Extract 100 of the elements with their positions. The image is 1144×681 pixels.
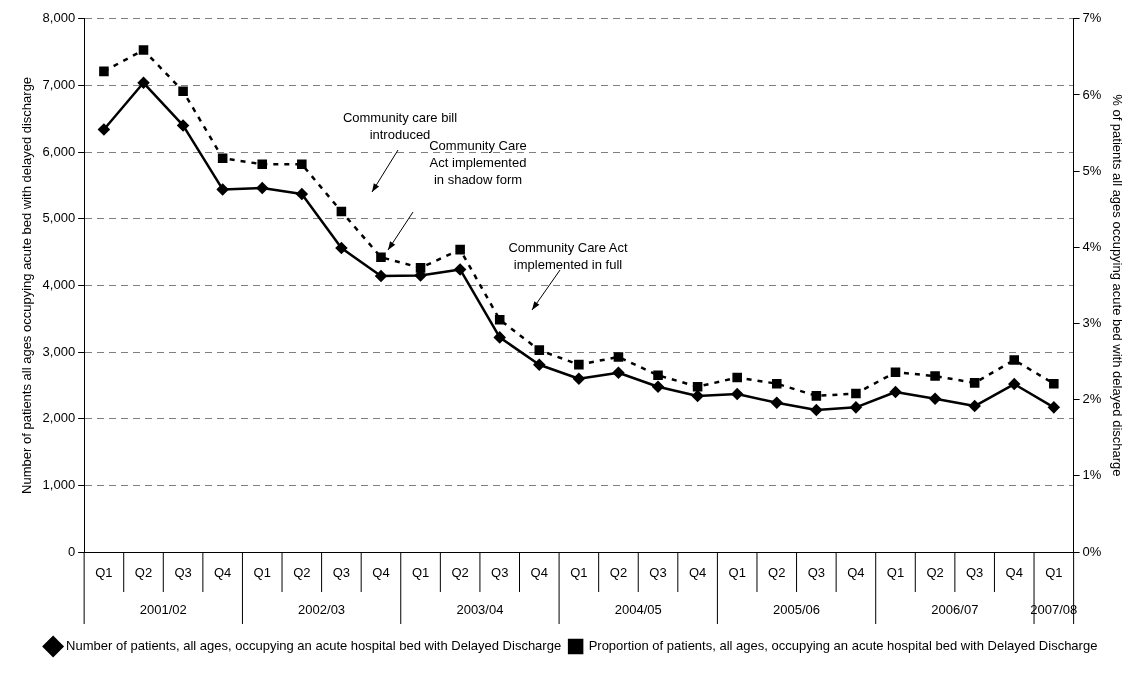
annotation: Community Care Act implemented in full	[508, 239, 628, 272]
point	[691, 390, 704, 402]
x-tick-label: Q1	[728, 565, 746, 581]
point	[652, 380, 664, 393]
y2-tick-label: 2%	[1082, 391, 1102, 407]
x-tick-label: Q1	[886, 565, 905, 581]
point	[137, 77, 150, 89]
point	[1048, 401, 1060, 414]
point	[216, 183, 229, 196]
y2-axis-title: % of patients all ages occupying acute bed with delayed discharge	[1109, 94, 1125, 477]
x-tick-label: Q1	[411, 565, 430, 581]
y-tick-label: 3,000	[42, 343, 76, 359]
point	[692, 381, 703, 392]
point	[613, 352, 624, 362]
point	[177, 119, 189, 132]
x-tick-label: Q1	[570, 565, 588, 581]
y-tick-label: 7,000	[42, 77, 76, 93]
point	[178, 86, 188, 96]
y-tick-label: 5,000	[42, 210, 76, 226]
x-tick-label: Q2	[609, 565, 628, 581]
x-tick-label: Q4	[372, 565, 390, 581]
y-tick-label: 1,000	[42, 476, 76, 492]
point	[1008, 378, 1020, 390]
x-tick-label: Q2	[293, 565, 311, 581]
point	[533, 358, 546, 371]
point	[731, 388, 743, 400]
point	[296, 188, 308, 200]
point	[494, 314, 505, 325]
x-tick-label: Q4	[1005, 565, 1023, 581]
point	[99, 66, 109, 77]
point	[256, 182, 268, 194]
point	[1009, 355, 1020, 365]
x-tick-label: Q3	[649, 565, 667, 581]
x-tick-label: Q3	[491, 565, 509, 581]
point	[493, 331, 506, 344]
y-tick-label: 6,000	[42, 143, 76, 159]
point	[810, 404, 823, 416]
point	[98, 123, 110, 136]
y2-tick-label: 7%	[1082, 10, 1102, 26]
point	[850, 401, 862, 414]
text: 2005/06	[773, 601, 821, 617]
x-tick-label: Q4	[213, 565, 232, 581]
point	[930, 371, 940, 381]
point	[612, 366, 625, 379]
x-tick-label: Q1	[95, 565, 113, 581]
point	[336, 206, 347, 217]
x-tick-label: Q2	[451, 565, 469, 581]
point	[138, 45, 149, 55]
y2-tick-label: 6%	[1082, 86, 1102, 102]
y-tick-label: 2,000	[42, 410, 76, 426]
point	[376, 252, 386, 262]
x-tick-label: Q1	[253, 565, 271, 581]
x-tick-label: Q4	[847, 565, 865, 581]
text: 2001/02	[139, 601, 187, 617]
point	[454, 263, 466, 276]
legend-label: Proportion of patients, all ages, occupying an acute hospital bed with Delayed Discharge	[588, 638, 1098, 654]
y-tick-label: 0	[67, 543, 76, 559]
y2-tick-label: 1%	[1082, 467, 1102, 483]
text: 2003/04	[456, 601, 504, 617]
point	[335, 242, 348, 254]
x-tick-label: Q2	[768, 565, 786, 581]
x-tick-label: Q3	[807, 565, 826, 581]
x-tick-label: Q1	[1045, 565, 1063, 581]
y2-tick-label: 0%	[1082, 543, 1102, 559]
x-tick-label: Q4	[530, 565, 548, 581]
y2-tick-label: 3%	[1082, 315, 1102, 331]
point	[455, 244, 465, 255]
point	[968, 400, 981, 412]
point	[217, 153, 228, 163]
text: 2004/05	[614, 601, 662, 617]
x-tick-label: Q2	[926, 565, 944, 581]
x-tick-label: Q2	[134, 565, 153, 581]
point	[889, 386, 902, 398]
text: 2002/03	[298, 601, 346, 617]
point	[851, 388, 861, 399]
y2-tick-label: 5%	[1082, 162, 1102, 178]
x-tick-label: Q3	[965, 565, 984, 581]
y-axis-title: Number of patients all ages occupying acute bed with delayed discharge	[19, 76, 35, 494]
point	[732, 372, 742, 383]
point	[969, 378, 980, 388]
y-tick-label: 8,000	[42, 10, 76, 26]
y-tick-label: 4,000	[42, 276, 76, 292]
legend-label: Number of patients, all ages, occupying an acute hospital bed with Delayed Discharge	[66, 638, 562, 654]
point	[653, 370, 663, 381]
point	[375, 270, 387, 282]
point	[534, 345, 545, 355]
point	[573, 372, 585, 385]
point	[890, 367, 901, 378]
x-tick-label: Q4	[688, 565, 707, 581]
point	[771, 378, 782, 389]
point	[297, 159, 307, 170]
point	[574, 359, 584, 370]
text: 2006/07	[931, 601, 979, 617]
point	[1049, 378, 1059, 389]
x-tick-label: Q3	[332, 565, 351, 581]
x-tick-label: Q3	[174, 565, 192, 581]
y2-tick-label: 4%	[1082, 238, 1102, 254]
point	[771, 396, 783, 409]
point	[257, 159, 268, 170]
point	[929, 392, 941, 405]
